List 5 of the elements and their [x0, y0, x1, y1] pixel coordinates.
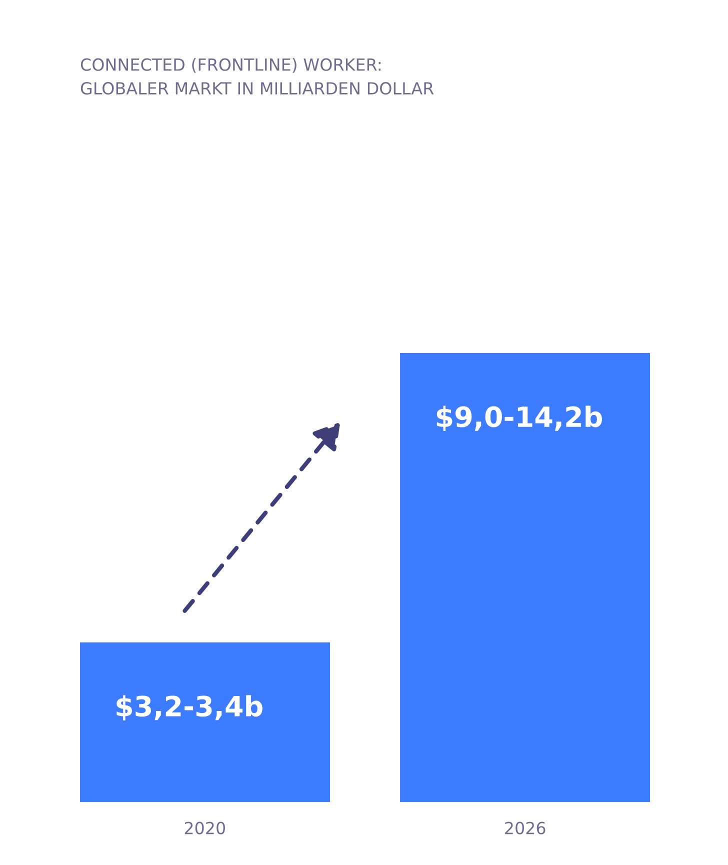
data-label: $9,0-14,2b [436, 406, 602, 431]
data-label: $3,2-3,4b [116, 695, 262, 720]
x-tick-label: 2026 [505, 822, 546, 834]
x-tick-label: 2020 [184, 822, 225, 834]
chart-title: CONNECTED (FRONTLINE) WORKER: GLOBALER MARKT IN MILLIARDEN DOLLAR [80, 58, 434, 95]
